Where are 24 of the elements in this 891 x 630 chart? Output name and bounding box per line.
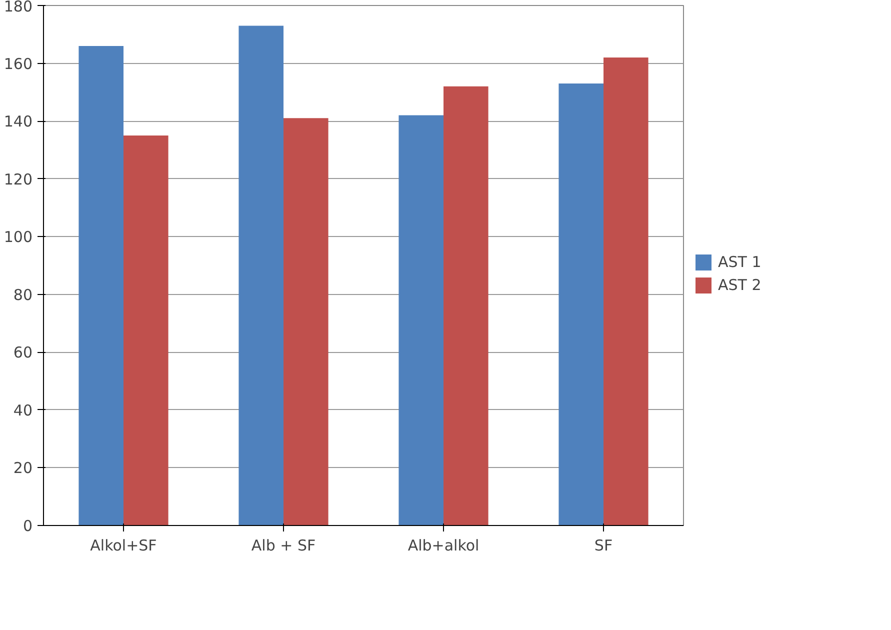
y-tick-label: 180 [4, 0, 33, 16]
x-tick-label: Alb+alkol [408, 536, 480, 554]
bar [238, 26, 284, 526]
y-tick-label: 160 [4, 54, 33, 73]
legend-label: AST 2 [718, 276, 762, 294]
x-tick-label: Alkol+SF [90, 536, 157, 554]
legend-label: AST 1 [718, 253, 762, 271]
bar [78, 46, 124, 526]
y-tick-label: 140 [4, 112, 33, 131]
bar [604, 58, 648, 526]
x-tick-label: Alb + SF [251, 536, 316, 554]
y-tick-label: 100 [4, 228, 33, 246]
y-tick-label: 60 [13, 344, 33, 362]
y-tick-label: 40 [13, 401, 33, 420]
y-tick-label: 120 [4, 170, 33, 188]
bar [398, 115, 444, 526]
bar [124, 136, 168, 526]
y-tick-label: 0 [22, 517, 33, 535]
bar [284, 118, 328, 526]
bar [444, 86, 488, 526]
y-tick-label: 80 [13, 286, 33, 304]
x-tick-label: SF [594, 536, 613, 554]
bar [558, 84, 604, 526]
y-tick-label: 20 [13, 459, 33, 478]
